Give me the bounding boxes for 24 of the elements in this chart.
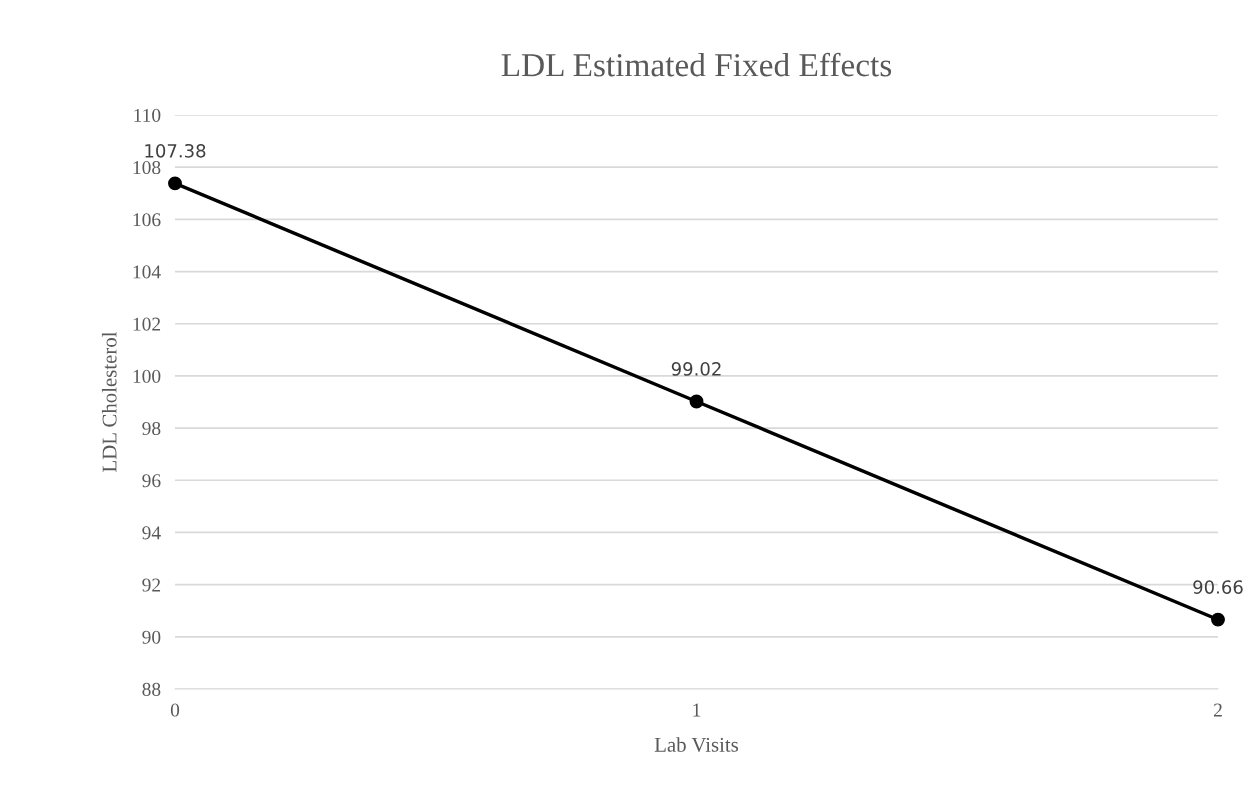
- chart-title: LDL Estimated Fixed Effects: [501, 52, 892, 77]
- y-tick-label: 88: [142, 682, 161, 696]
- data-label: 107.38: [145, 143, 206, 158]
- y-tick-label: 94: [142, 526, 161, 540]
- y-tick-label: 110: [134, 108, 161, 122]
- x-axis-title: Lab Visits: [654, 737, 739, 752]
- y-tick-label: 98: [142, 421, 161, 436]
- y-tick-label: 102: [133, 317, 161, 331]
- y-tick-label: 106: [133, 213, 161, 227]
- y-tick-label: 104: [133, 265, 161, 279]
- point: [1211, 612, 1225, 627]
- y-tick-label: 100: [133, 369, 161, 383]
- x-tick-label: 2: [1213, 703, 1222, 717]
- x-tick-label: 0: [170, 703, 180, 717]
- y-tick-label: 90: [142, 630, 161, 644]
- x-tick-label: 1: [693, 703, 701, 717]
- data-label: 90.66: [1193, 580, 1243, 594]
- y-tick-label: 108: [133, 161, 161, 175]
- data-label: 99.02: [671, 362, 721, 376]
- point: [689, 394, 704, 409]
- point: [168, 176, 182, 191]
- y-axis-title: LDL Cholesterol: [101, 331, 117, 472]
- y-tick-label: 92: [142, 578, 161, 592]
- y-tick-label: 96: [142, 474, 161, 488]
